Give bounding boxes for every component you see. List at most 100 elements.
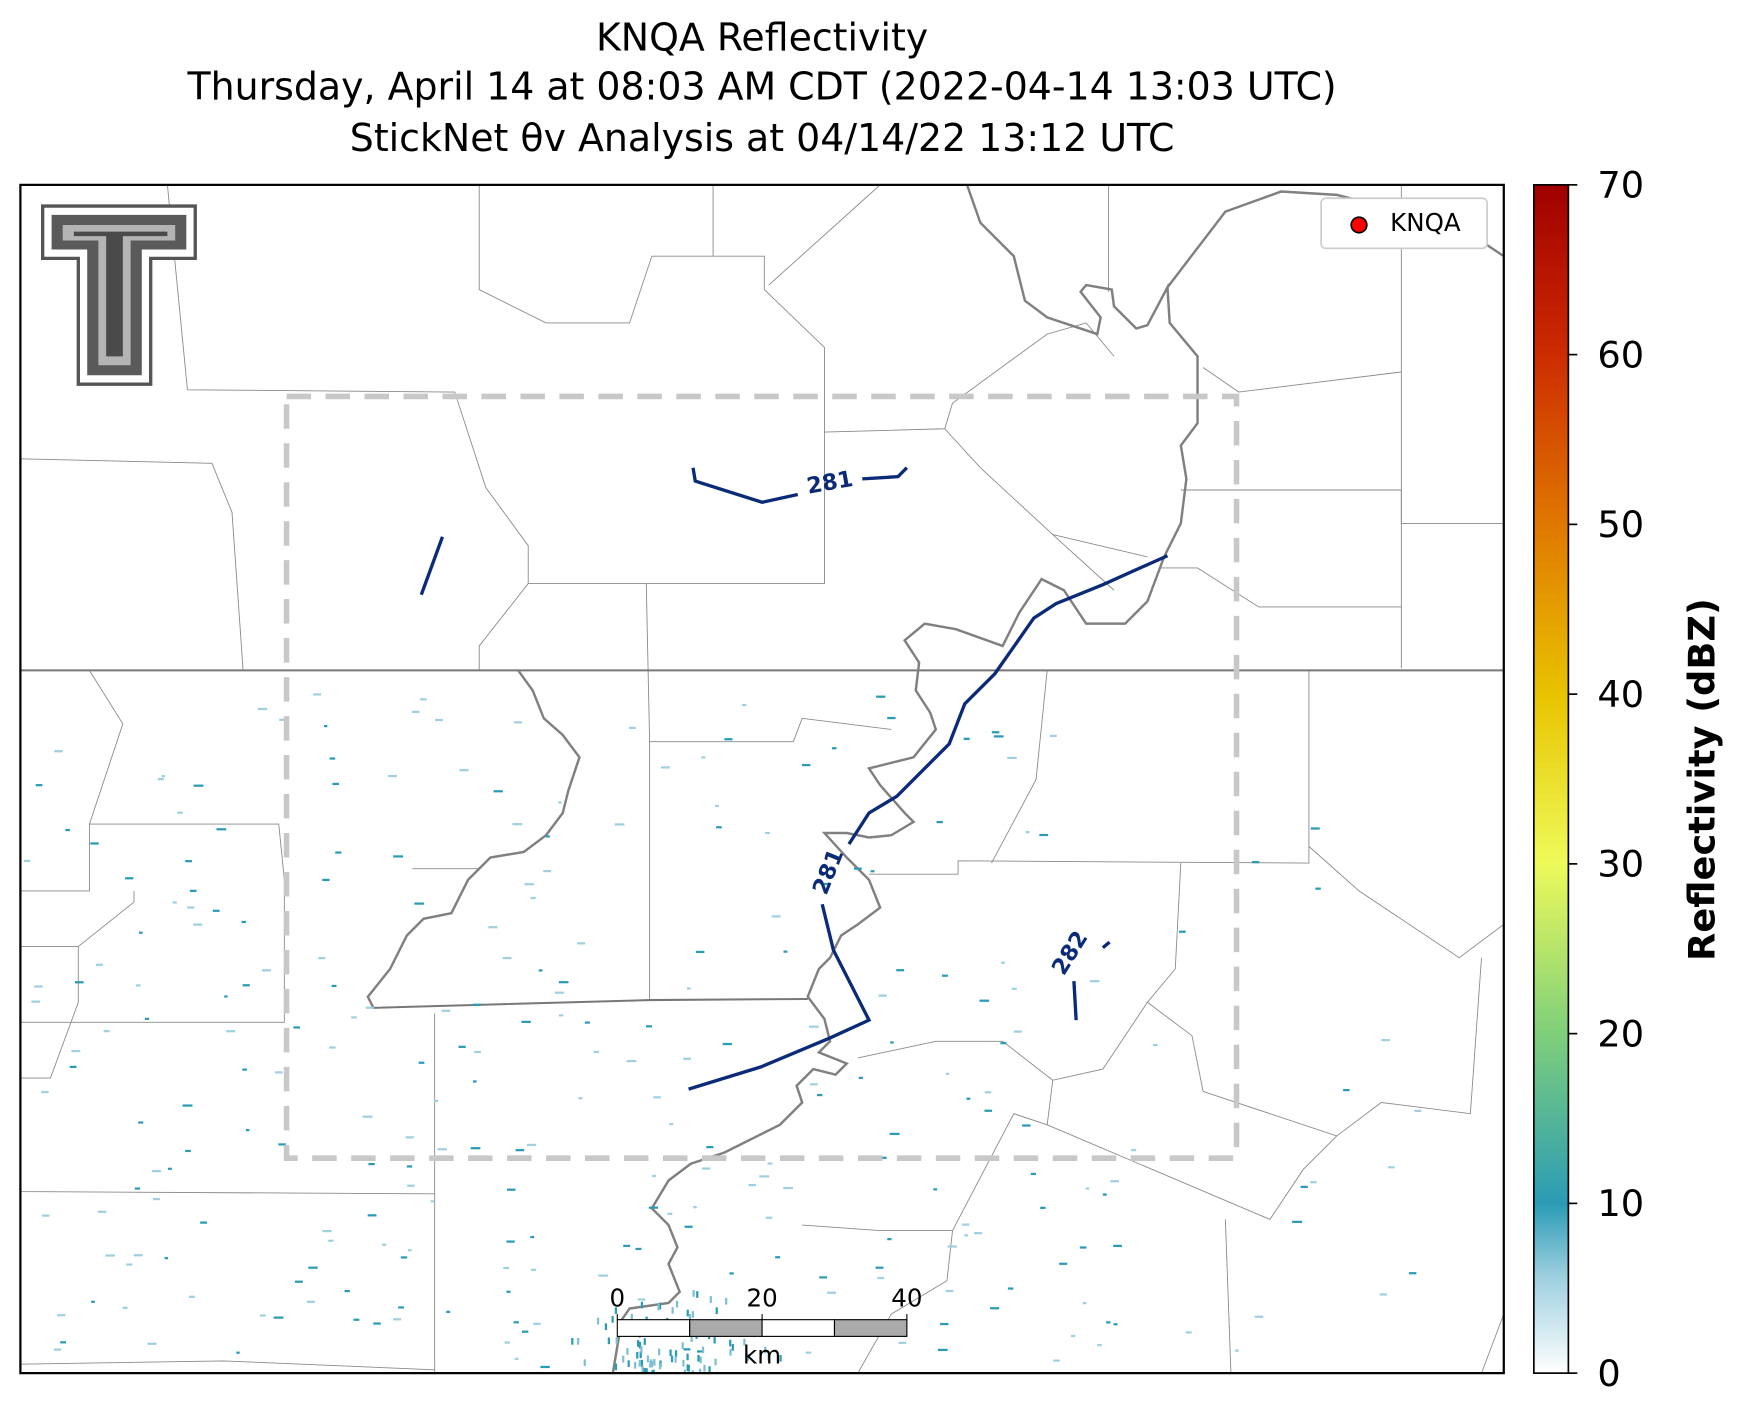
echo [473, 1003, 481, 1006]
echo [779, 1354, 782, 1362]
echo [715, 1307, 718, 1315]
echo [185, 860, 192, 863]
echo [513, 1321, 519, 1324]
echo [765, 831, 770, 835]
county-lines [20, 184, 1504, 1374]
colorbar-label: Reflectivity (dBZ) [1681, 598, 1724, 961]
echo [643, 1367, 646, 1374]
contour-label: 281 [805, 466, 855, 500]
colorbar-tick-label: 70 [1597, 164, 1644, 207]
echo [54, 750, 63, 753]
echo [990, 1307, 1000, 1310]
echo [533, 1322, 541, 1325]
echo [771, 915, 781, 918]
echo [212, 909, 220, 912]
echo [1025, 830, 1030, 834]
echo [242, 984, 250, 987]
echo [216, 828, 227, 831]
echo [966, 1097, 971, 1100]
echo [686, 1353, 689, 1361]
echo [41, 1090, 49, 1094]
echo [31, 1000, 40, 1003]
echo [521, 1020, 531, 1023]
echo [538, 969, 543, 972]
echo [759, 1175, 770, 1178]
echo [937, 1348, 948, 1352]
map-frame [19, 183, 1505, 1375]
echo [151, 1169, 162, 1173]
echo [596, 1317, 600, 1325]
echo [1178, 930, 1186, 933]
echo [122, 1306, 128, 1309]
echo [1254, 1315, 1264, 1318]
echo [709, 1296, 712, 1303]
echo [65, 828, 70, 832]
echo [488, 926, 498, 929]
echo [1049, 734, 1057, 738]
echo [809, 1025, 819, 1028]
echo [407, 1184, 415, 1187]
echo [407, 1249, 412, 1252]
echo [875, 1266, 884, 1269]
echo [328, 1239, 334, 1242]
title: KNQA Reflectivity Thursday, April 14 at … [186, 16, 1336, 160]
echo [161, 775, 166, 778]
echo [138, 931, 143, 934]
echo [945, 1072, 950, 1075]
echo [706, 1145, 714, 1149]
echo [877, 1276, 885, 1280]
echo [669, 1123, 674, 1126]
echo [643, 1338, 646, 1345]
echo [474, 1050, 481, 1054]
echo [335, 851, 342, 854]
echo [53, 1348, 62, 1351]
echo [640, 1301, 644, 1309]
echo [653, 1358, 656, 1366]
echo [185, 1149, 191, 1153]
echo [703, 1364, 706, 1372]
echo [261, 969, 272, 972]
echo [167, 1167, 172, 1170]
echo [470, 1147, 481, 1150]
legend-marker [1350, 216, 1368, 234]
echo [614, 1307, 618, 1314]
echo [611, 1316, 614, 1323]
echo [177, 811, 183, 814]
echo [636, 1351, 639, 1359]
echo [306, 1300, 316, 1303]
echo [1235, 1349, 1239, 1352]
echo [775, 1256, 781, 1259]
echo [138, 1121, 144, 1124]
echo [1310, 1181, 1317, 1184]
echo [876, 695, 886, 698]
scale-bar: 0 20 40 km [610, 1284, 923, 1370]
echo [684, 1225, 693, 1228]
echo [889, 1132, 900, 1136]
echo [683, 1348, 691, 1351]
echo [896, 969, 905, 972]
echo [651, 1370, 654, 1374]
echo [651, 1174, 656, 1178]
echo [687, 1364, 690, 1372]
echo [91, 1300, 95, 1303]
scale-tick-label: 20 [746, 1284, 777, 1313]
echo [164, 1257, 169, 1260]
echo [545, 835, 550, 838]
echo [974, 1232, 983, 1235]
echo [308, 1266, 318, 1269]
echo [701, 1167, 711, 1170]
echo [95, 963, 103, 966]
echo [1152, 1044, 1158, 1047]
echo [646, 1025, 652, 1028]
echo [1414, 1109, 1422, 1113]
echo [947, 1245, 957, 1248]
echo [105, 1254, 115, 1257]
echo [638, 1341, 642, 1349]
echo [1131, 1148, 1137, 1152]
echo [398, 1306, 405, 1309]
echo [1001, 961, 1005, 964]
echo [674, 1350, 678, 1357]
echo [1053, 1359, 1060, 1362]
echo [226, 1030, 236, 1033]
echo [1085, 1187, 1090, 1190]
